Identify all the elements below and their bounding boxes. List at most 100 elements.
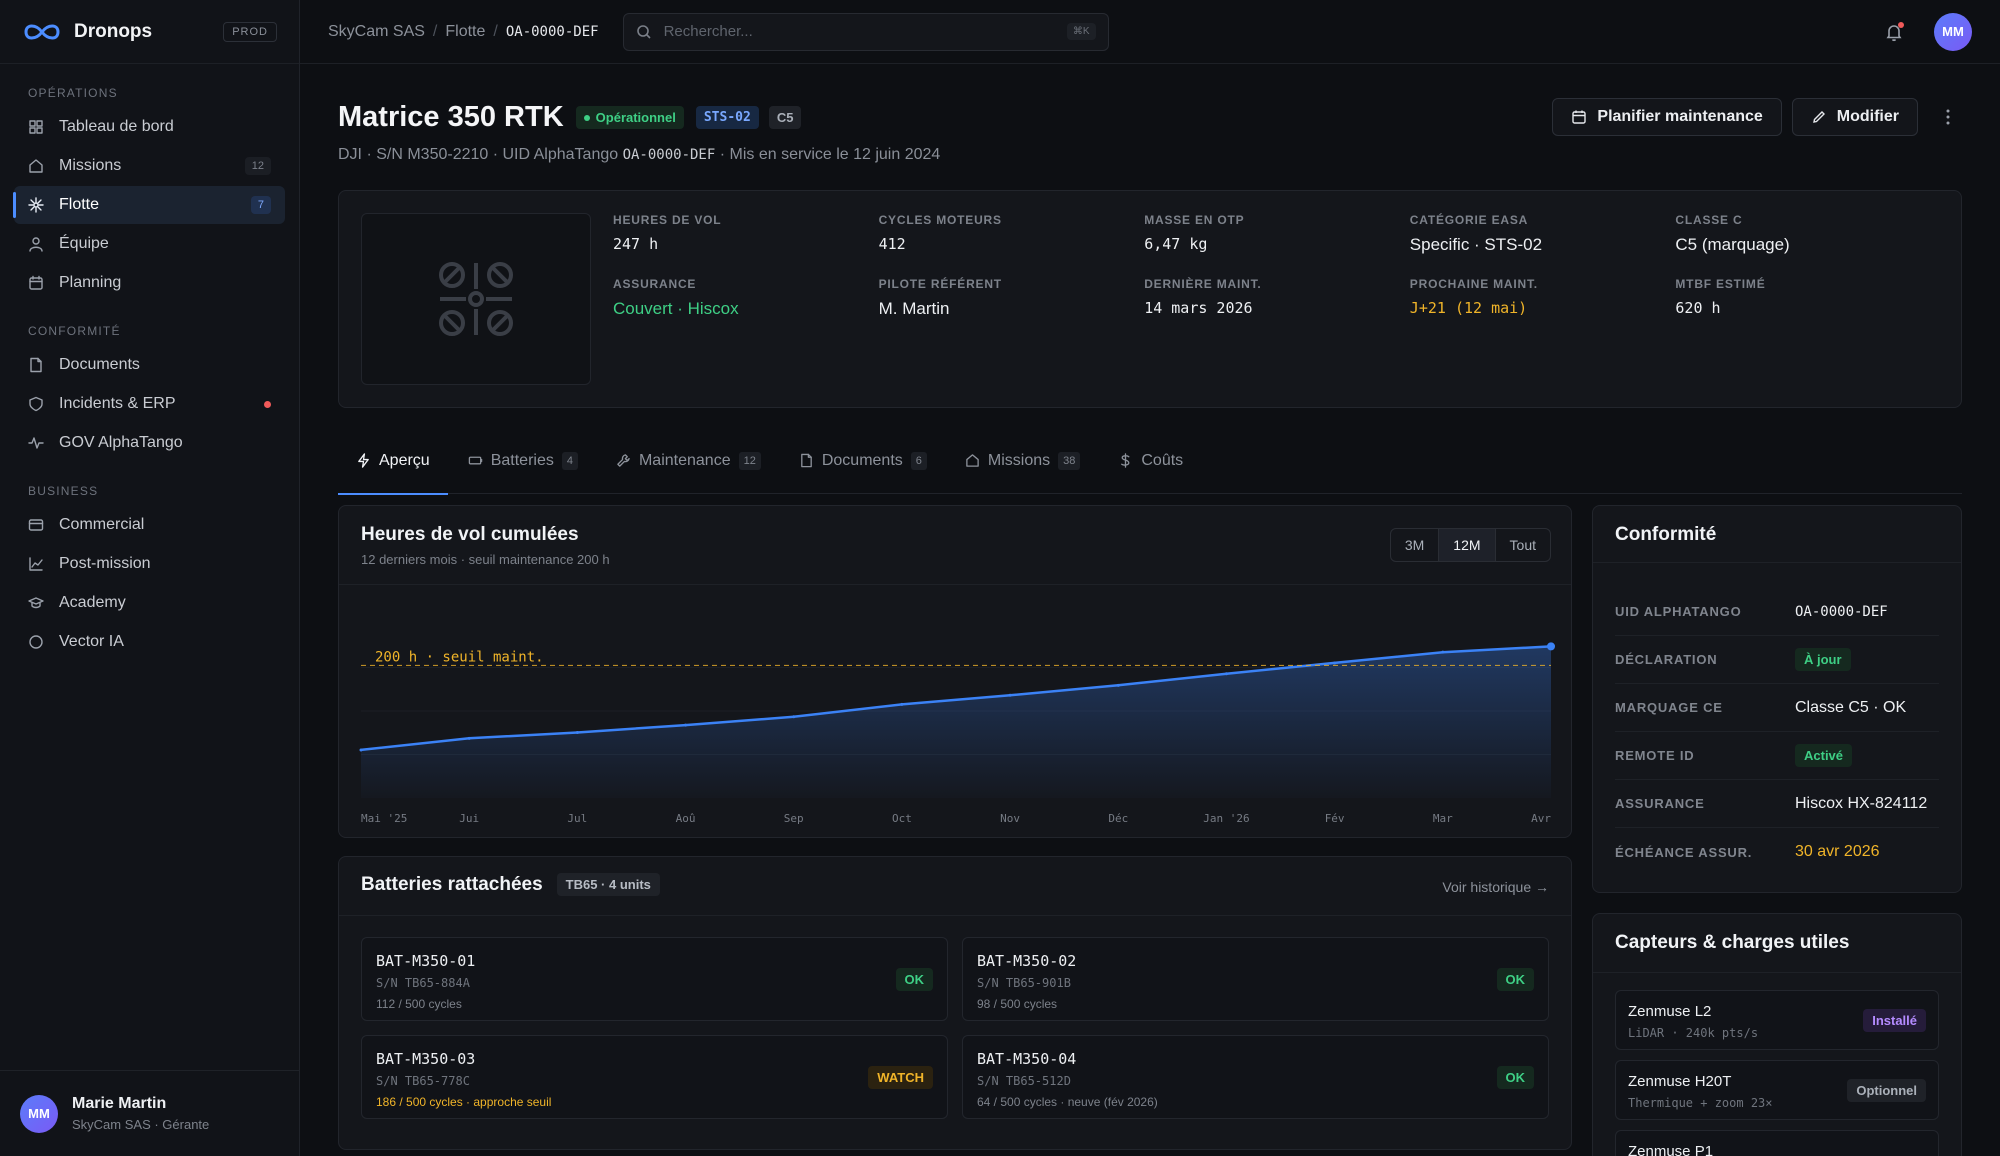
sensor-card[interactable]: Zenmuse P1 xyxy=(1615,1130,1939,1156)
shield-icon xyxy=(29,396,43,412)
spec-item: ASSURANCE Couvert · Hiscox xyxy=(613,277,879,319)
sidebar-item-tableau-de-bord[interactable]: Tableau de bord xyxy=(14,108,285,146)
battery-status-badge: OK xyxy=(1496,1066,1534,1089)
tab-couts[interactable]: Coûts xyxy=(1100,428,1201,494)
sidebar-item-vector-ia[interactable]: Vector IA xyxy=(14,623,285,661)
sensor-name: Zenmuse P1 xyxy=(1628,1143,1714,1156)
chart-point xyxy=(900,702,904,706)
compliance-label: ASSURANCE xyxy=(1615,796,1705,811)
home-icon xyxy=(966,454,979,467)
edit-button[interactable]: Modifier xyxy=(1791,98,1918,136)
sensor-card[interactable]: Zenmuse H20T Thermique + zoom 23× Option… xyxy=(1615,1060,1939,1120)
alert-dot xyxy=(264,400,271,408)
sidebar-item-label: Planning xyxy=(59,274,122,291)
chart-point xyxy=(1116,683,1120,687)
chart-point xyxy=(1441,650,1445,654)
compliance-status-tag: Activé xyxy=(1795,744,1853,767)
history-link[interactable]: Voir historique → xyxy=(1442,879,1549,895)
chart-x-tick-label: Fév xyxy=(1325,812,1345,825)
breadcrumb-separator: / xyxy=(432,22,438,40)
notifications-bell-icon[interactable] xyxy=(1884,21,1904,42)
chart-x-tick-label: Nov xyxy=(1000,812,1020,825)
grid-icon xyxy=(29,120,43,134)
plan-maintenance-button[interactable]: Planifier maintenance xyxy=(1552,98,1782,136)
cap-icon xyxy=(28,597,44,609)
sidebar-item-incidents-erp[interactable]: Incidents & ERP xyxy=(14,385,285,423)
pulse-icon xyxy=(28,437,44,449)
battery-card[interactable]: BAT-M350-01 S/N TB65-884A 112 / 500 cycl… xyxy=(361,937,948,1021)
compliance-value: 30 avr 2026 xyxy=(1795,843,1880,860)
tab-maintenance[interactable]: Maintenance 12 xyxy=(598,428,779,494)
user-box[interactable]: MM Marie Martin SkyCam SAS · Gérante xyxy=(0,1070,299,1156)
range-12m[interactable]: 12M xyxy=(1439,529,1496,561)
chart-point xyxy=(575,731,579,735)
compliance-label: REMOTE ID xyxy=(1615,748,1695,763)
brand[interactable]: Dronops PROD xyxy=(0,0,299,64)
tab-count: 12 xyxy=(738,451,761,470)
battery-name: BAT-M350-02 xyxy=(977,952,1077,970)
spec-card: HEURES DE VOL 247 h CYCLES MOTEURS 412 M… xyxy=(338,190,1962,408)
sidebar-item-gov-alphatango[interactable]: GOV AlphaTango xyxy=(14,424,285,462)
tab-label: Batteries xyxy=(490,451,554,469)
tab-documents[interactable]: Documents 6 xyxy=(781,428,945,494)
chart-point xyxy=(684,723,688,727)
breadcrumb-org[interactable]: SkyCam SAS xyxy=(328,22,425,40)
chart-x-tick-label: Jan '26 xyxy=(1203,812,1249,825)
spec-label: PILOTE RÉFÉRENT xyxy=(878,277,1002,291)
spec-value: M. Martin xyxy=(878,299,950,318)
spec-item: CYCLES MOTEURS 412 xyxy=(879,213,1145,255)
spec-value: 247 h xyxy=(613,235,659,253)
chart-x-tick-label: Jul xyxy=(567,812,587,825)
sidebar-item-post-mission[interactable]: Post-mission xyxy=(14,545,285,583)
sidebar-item-label: Commercial xyxy=(59,516,145,533)
battery-icon xyxy=(468,456,482,465)
flight-hours-title: Heures de vol cumulées xyxy=(361,524,579,545)
batteries-panel: Batteries rattachées TB65 · 4 units Voir… xyxy=(338,856,1572,1150)
top-avatar[interactable]: MM xyxy=(1934,12,1972,51)
sidebar-item-missions[interactable]: Missions 12 xyxy=(14,147,285,185)
range-3m[interactable]: 3M xyxy=(1391,529,1440,561)
sidebar-item-equipe[interactable]: Équipe xyxy=(14,225,285,263)
plan-maintenance-label: Planifier maintenance xyxy=(1597,108,1763,125)
battery-card[interactable]: BAT-M350-04 S/N TB65-512D 64 / 500 cycle… xyxy=(962,1035,1549,1119)
compliance-label: DÉCLARATION xyxy=(1615,652,1718,667)
sidebar-item-flotte[interactable]: Flotte 7 xyxy=(13,186,285,224)
sidebar-item-documents[interactable]: Documents xyxy=(14,346,285,384)
battery-card[interactable]: BAT-M350-03 S/N TB65-778C 186 / 500 cycl… xyxy=(361,1035,948,1119)
avatar: MM xyxy=(20,1094,58,1133)
sidebar-item-planning[interactable]: Planning xyxy=(14,264,285,302)
chart-series-line xyxy=(360,645,1552,752)
sensor-card[interactable]: Zenmuse L2 LiDAR · 240k pts/s Installé xyxy=(1615,990,1939,1050)
battery-cycles: 98 / 500 cycles xyxy=(977,997,1058,1011)
bolt-icon xyxy=(358,453,369,468)
range-all[interactable]: Tout xyxy=(1509,537,1536,553)
tab-apercu[interactable]: Aperçu xyxy=(338,428,448,495)
battery-cycles: 112 / 500 cycles xyxy=(376,997,462,1011)
sidebar-item-academy[interactable]: Academy xyxy=(14,584,285,622)
sidebar-item-commercial[interactable]: Commercial xyxy=(14,506,285,544)
tab-batteries[interactable]: Batteries 4 xyxy=(450,428,596,494)
battery-cycles: 64 / 500 cycles · neuve (fév 2026) xyxy=(977,1095,1158,1109)
search-input[interactable]: Rechercher... ⌘K xyxy=(622,12,1109,51)
sensor-status-tag: Installé xyxy=(1863,1009,1926,1032)
breadcrumb-separator: / xyxy=(493,22,498,40)
battery-card[interactable]: BAT-M350-02 S/N TB65-901B 98 / 500 cycle… xyxy=(962,937,1549,1021)
tab-label: Coûts xyxy=(1141,451,1184,469)
battery-serial: S/N TB65-884A xyxy=(376,976,470,990)
compliance-list: UID ALPHATANGO OA-0000-DEF DÉCLARATION À j… xyxy=(1593,588,1961,876)
flight-hours-subtitle: 12 derniers mois · seuil maintenance 200… xyxy=(361,552,610,567)
compliance-status-tag: À jour xyxy=(1795,648,1851,671)
more-options-icon[interactable] xyxy=(1934,98,1962,136)
sidebar-item-label: Équipe xyxy=(59,235,109,252)
tab-missions[interactable]: Missions 38 xyxy=(947,428,1098,494)
breadcrumb-fleet[interactable]: Flotte xyxy=(445,22,486,40)
sidebar-item-label: Missions xyxy=(59,157,122,174)
compliance-label: ÉCHÉANCE ASSUR. xyxy=(1615,844,1753,860)
card-icon xyxy=(28,519,44,531)
chart-area xyxy=(361,646,1551,798)
battery-name: BAT-M350-04 xyxy=(977,1050,1077,1068)
tab-label: Missions xyxy=(987,451,1051,469)
spec-value: J+21 (12 mai) xyxy=(1409,299,1528,317)
spec-value: 6,47 kg xyxy=(1144,235,1208,253)
sidebar-item-label: Incidents & ERP xyxy=(59,395,176,412)
